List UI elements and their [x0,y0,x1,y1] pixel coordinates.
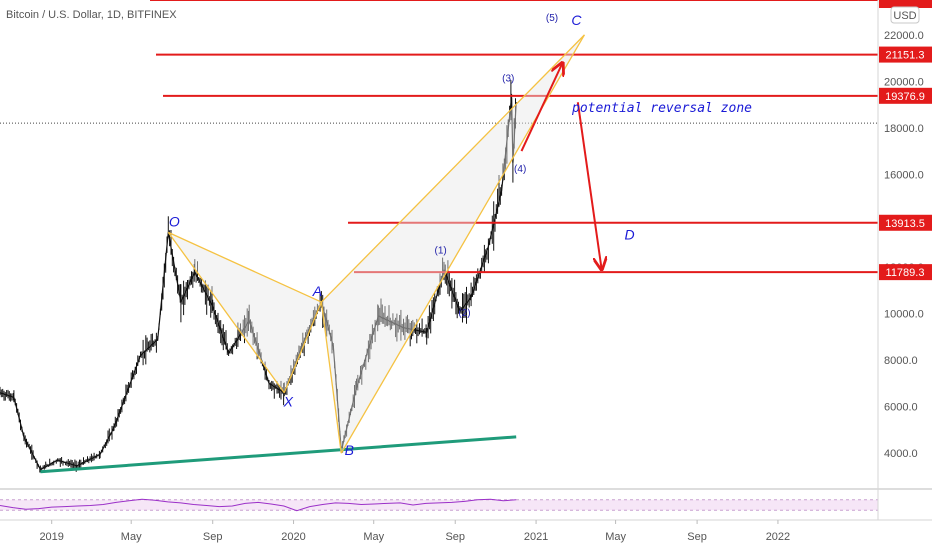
pattern-point-label: O [169,213,180,229]
wave-label: (3) [502,73,514,84]
x-tick-label: May [363,531,384,543]
price-pane[interactable] [0,0,878,488]
level-price-tag-label: 13913.5 [885,218,925,230]
level-price-tag [879,0,932,8]
x-tick-label: 2020 [281,531,305,543]
pattern-leg[interactable] [167,232,285,394]
level-price-tag [879,214,932,231]
y-tick-label: 16000.0 [884,169,924,181]
wave-label: (4) [514,164,526,175]
level-price-tag-label: 21151.3 [886,50,925,62]
pattern-point-label: C [571,12,582,28]
y-tick-label: 22000.0 [884,30,924,42]
x-tick-label: May [121,531,142,543]
x-tick-label: Sep [687,531,707,543]
level-price-tag-label: 19376.9 [885,91,925,103]
y-tick-label: 6000.0 [884,402,918,414]
y-tick-label: 4000.0 [884,448,918,460]
chart-title: Bitcoin / U.S. Dollar, 1D, BITFINEX [6,9,177,21]
pattern-point-label: D [625,227,635,243]
pattern-point-label: B [345,442,354,458]
rsi-band [0,499,878,511]
wave-label: (2) [458,308,470,319]
rsi-line [0,498,517,512]
level-price-tag-label: 11789.3 [886,267,925,279]
wave-label: (1) [435,245,447,256]
x-tick-label: 2021 [524,531,548,543]
projection-arrow-down[interactable] [576,102,602,269]
pattern-fill [168,232,322,393]
price-series-line [0,97,517,471]
wave-label: (5) [546,13,558,24]
pattern-point-label: A [312,283,322,299]
y-tick-label: 8000.0 [884,355,918,367]
x-tick-label: 2019 [39,531,63,543]
pattern-leg[interactable] [320,34,585,303]
level-price-tag [879,87,932,104]
currency-button-label: USD [893,10,916,22]
y-tick-label: 10000.0 [884,309,924,321]
pattern-leg[interactable] [168,231,322,303]
reversal-zone-label: potential reversal zone [571,101,752,116]
support-trendline[interactable] [40,435,517,474]
currency-button[interactable]: USD [890,6,920,24]
pattern-fill [321,34,585,454]
x-tick-label: 2022 [766,531,790,543]
y-tick-label: 18000.0 [884,123,924,135]
x-tick-label: May [605,531,626,543]
pattern-leg[interactable] [283,301,322,393]
level-price-tag [879,46,932,63]
projection-arrow-up[interactable] [520,63,562,152]
y-tick-label: 20000.0 [884,76,924,88]
pattern-point-label: X [283,394,294,410]
level-price-tag [879,264,932,281]
pattern-leg[interactable] [320,302,342,454]
x-tick-label: Sep [445,531,465,543]
x-tick-label: Sep [203,531,223,543]
